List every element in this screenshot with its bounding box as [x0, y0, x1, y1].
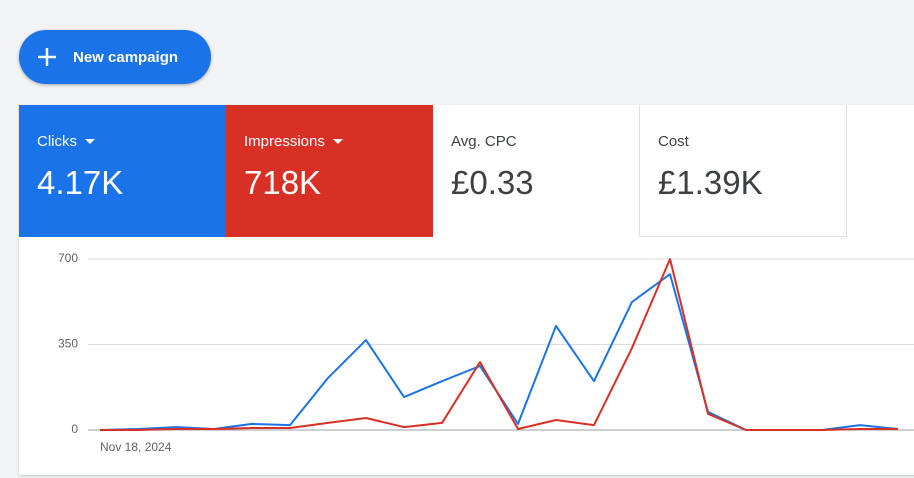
metric-label: Impressions — [244, 133, 325, 150]
y-tick-label: 0 — [71, 422, 78, 436]
x-tick-label: Nov 18, 2024 — [100, 440, 172, 454]
metric-tile[interactable]: Avg. CPC £0.33 — [433, 105, 640, 237]
y-tick-label: 700 — [58, 251, 78, 265]
metric-value: 718K — [244, 164, 322, 201]
data-line — [99, 273, 899, 431]
overview-card: Clicks 4.17K Impressions 718K Avg. CPC £0.3… — [19, 105, 914, 475]
button-label: New campaign — [73, 48, 179, 66]
metric-label: Clicks — [37, 133, 77, 150]
data-line — [100, 258, 898, 431]
metric-tile[interactable]: Impressions 718K — [226, 105, 433, 237]
metric-value: £0.33 — [451, 164, 534, 201]
metric-label: Cost — [658, 133, 689, 150]
y-tick-label: 350 — [58, 337, 78, 351]
metric-value: 4.17K — [37, 164, 124, 201]
metric-tile[interactable]: Clicks 4.17K — [19, 105, 226, 237]
dropdown-arrow — [332, 139, 343, 144]
new-campaign-button[interactable]: New campaign — [19, 30, 211, 84]
metric-label: Avg. CPC — [451, 133, 517, 150]
dropdown-arrow — [85, 139, 95, 144]
metric-value: £1.39K — [658, 164, 763, 201]
metric-tile[interactable]: Cost £1.39K — [640, 105, 847, 237]
plus-icon — [38, 48, 56, 66]
